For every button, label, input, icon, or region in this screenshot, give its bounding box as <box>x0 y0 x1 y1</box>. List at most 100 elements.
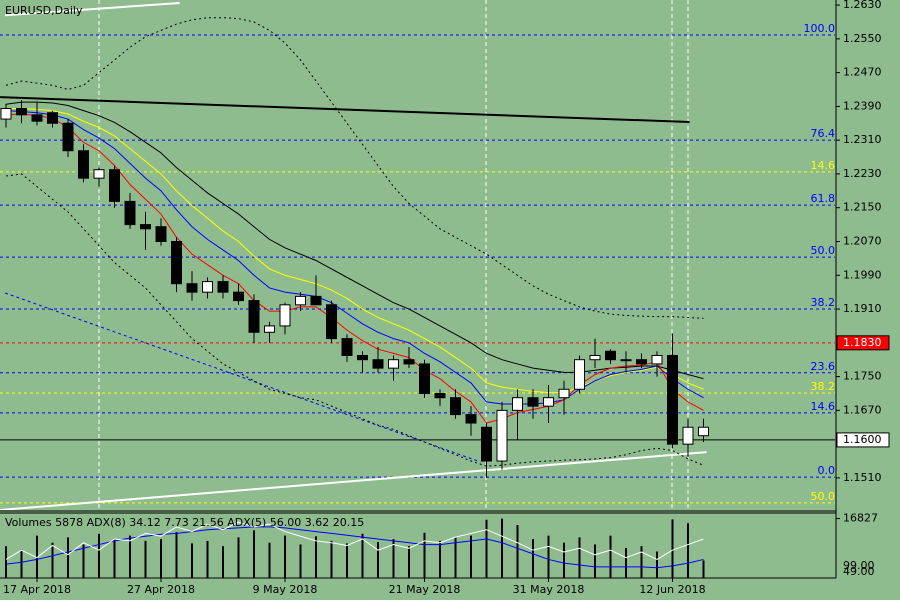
level-label: 100.0 <box>804 22 836 35</box>
y-tick-label: 1.1510 <box>843 471 882 484</box>
x-tick-label: 27 Apr 2018 <box>127 583 195 596</box>
candle-body <box>450 397 461 416</box>
candle-body <box>295 295 306 306</box>
candle-body <box>465 414 477 424</box>
candle-body <box>264 325 275 333</box>
x-tick-label: 21 May 2018 <box>389 583 461 596</box>
y-tick-label: 16827 <box>843 512 878 525</box>
price-box-label: 1.1830 <box>843 336 882 349</box>
price-box <box>836 432 890 448</box>
candle-body <box>574 359 585 390</box>
candle-body <box>512 397 523 411</box>
indicator-label: Volumes 5878 ADX(8) 34.12 7.73 21.56 ADX… <box>5 516 364 529</box>
level-label: 23.6 <box>811 360 836 373</box>
trend-line <box>5 1 180 17</box>
candle-body <box>155 226 167 242</box>
x-tick-label: 17 Apr 2018 <box>3 583 71 596</box>
x-tick-label: 12 Jun 2018 <box>639 583 705 596</box>
price-box-label: 1.1600 <box>843 433 882 446</box>
candle-body <box>667 354 678 445</box>
candle-body <box>651 354 663 365</box>
indicator-line <box>5 173 704 467</box>
y-tick-label: 1.1670 <box>843 403 882 416</box>
candle-body <box>403 359 415 365</box>
y-tick-label: 1.2630 <box>843 0 882 11</box>
x-tick-label: 31 May 2018 <box>513 583 585 596</box>
level-label: 0.0 <box>818 464 836 477</box>
candle-body <box>202 281 213 293</box>
level-label: 61.8 <box>811 192 836 205</box>
y-tick-label: 1.2070 <box>843 234 882 247</box>
trend-line <box>0 96 690 124</box>
candle-body <box>279 304 291 327</box>
y-tick-label: 1.2310 <box>843 133 882 146</box>
y-tick-label: 1.2230 <box>843 167 882 180</box>
candle-body <box>589 354 601 361</box>
level-label: 50.0 <box>811 244 836 257</box>
candle-body <box>310 295 322 306</box>
volume-pane <box>5 518 705 578</box>
candle-body <box>0 108 12 120</box>
indicator-scale-label: 99.00 <box>843 559 875 572</box>
candle-body <box>171 240 182 285</box>
chart-title: EURUSD,Daily <box>5 4 83 17</box>
axes <box>0 0 837 579</box>
y-tick-label: 1.2550 <box>843 32 882 45</box>
candle-body <box>341 338 353 356</box>
candle-body <box>326 304 337 340</box>
level-label: 76.4 <box>811 127 836 140</box>
indicator-scale-label: 49.00 <box>843 565 875 578</box>
candle-body <box>605 350 616 361</box>
candle-body <box>481 426 492 462</box>
y-tick-label: 1.2390 <box>843 99 882 112</box>
level-label: 14.6 <box>811 400 836 413</box>
level-label: 38.2 <box>811 380 836 393</box>
candle-body <box>93 169 105 179</box>
candle-body <box>620 359 632 362</box>
y-tick-label: 1.2470 <box>843 66 882 79</box>
candle-body <box>248 300 260 333</box>
candle-body <box>558 388 570 399</box>
y-tick-label: 1.1910 <box>843 302 882 315</box>
candle-body <box>109 169 120 202</box>
indicator-line <box>5 110 704 405</box>
candle-body <box>388 359 399 369</box>
trend-line <box>4 292 481 463</box>
candle-body <box>527 397 539 407</box>
level-label: 38.2 <box>811 296 836 309</box>
candle-body <box>217 281 229 293</box>
level-label: 50.0 <box>811 490 836 503</box>
candle-body <box>372 359 384 369</box>
candle-body <box>124 200 136 226</box>
price-pane: 100.0 76.4 14.6 61.8 50.0 38.2 23.6 38.2 14.6 0.0… <box>0 0 835 510</box>
indicator-line <box>5 101 704 380</box>
adx-line <box>5 521 704 560</box>
trend-line <box>0 451 707 510</box>
indicator-line <box>5 113 704 424</box>
candle-body <box>47 112 58 124</box>
candle-body <box>636 359 647 365</box>
candle-body <box>233 291 244 302</box>
candle-body <box>186 283 198 293</box>
candle-body <box>357 354 368 361</box>
x-tick-label: 9 May 2018 <box>253 583 318 596</box>
candle-body <box>62 122 74 152</box>
candle-body <box>434 392 446 399</box>
candle-body <box>140 224 151 230</box>
y-tick-label: 1.2150 <box>843 201 882 214</box>
y-tick-label: 1.1990 <box>843 268 882 281</box>
candle-body <box>543 397 554 407</box>
candle-body <box>419 363 430 394</box>
candle-body <box>698 426 709 437</box>
candle-body <box>16 108 27 116</box>
candle-body <box>31 114 43 122</box>
candle-body <box>78 150 89 179</box>
candle-body <box>496 409 508 462</box>
indicator-line <box>6 108 704 394</box>
y-tick-label: 1.1750 <box>843 370 882 383</box>
price-box <box>836 335 890 351</box>
level-label: 14.6 <box>811 159 836 172</box>
candle-body <box>682 426 694 445</box>
